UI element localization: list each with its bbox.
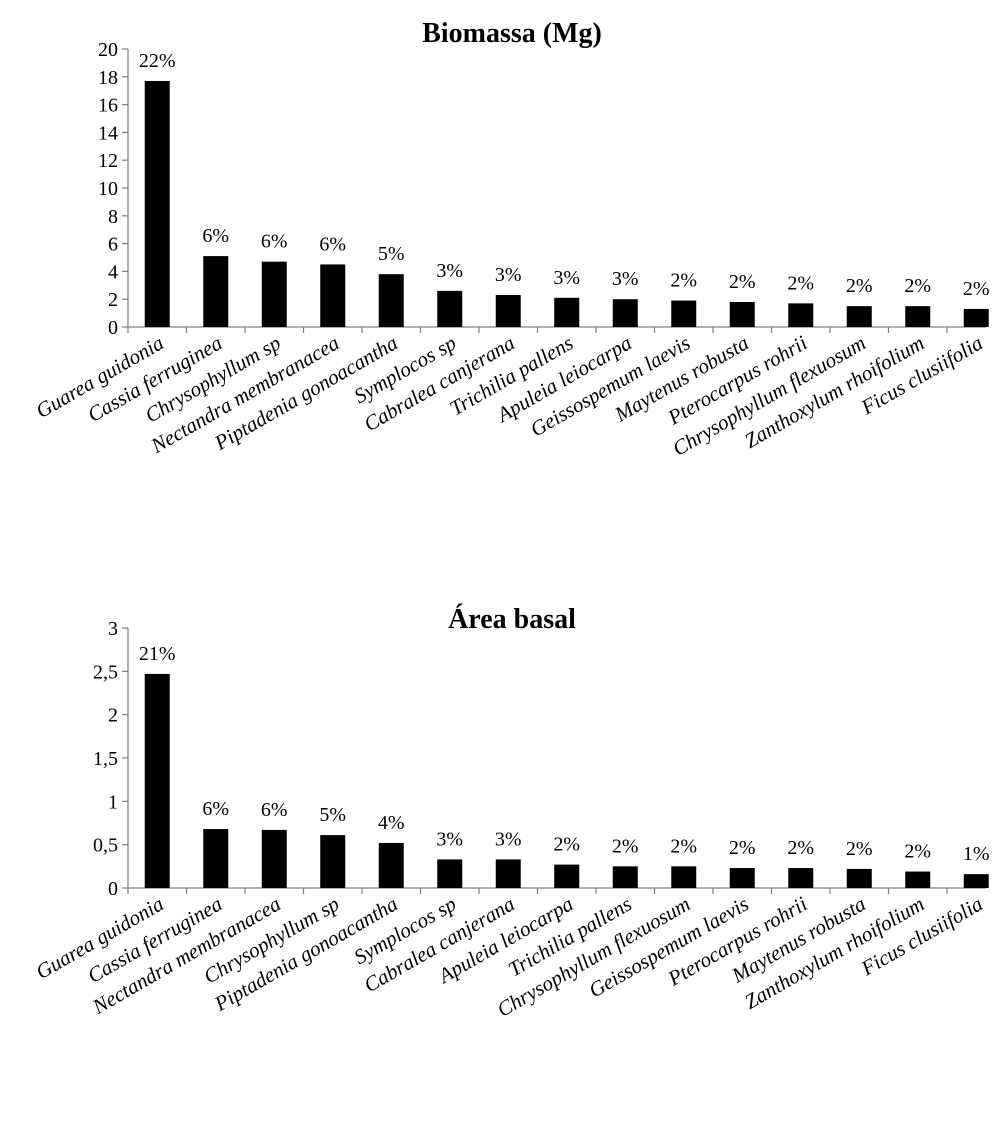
bar [145,674,170,888]
data-label: 3% [495,828,522,850]
bar [847,869,872,888]
y-tick-label: 4 [108,261,118,283]
bar [788,303,813,327]
y-tick-label: 1 [108,791,118,813]
y-tick-label: 20 [98,39,118,61]
data-label: 3% [436,828,463,850]
data-label: 2% [729,837,756,859]
data-label: 2% [963,278,990,300]
data-label: 2% [787,837,814,859]
bar [203,256,228,327]
bar [379,843,404,888]
data-label: 3% [495,264,522,286]
y-tick-label: 8 [108,206,118,228]
data-label: 21% [139,643,176,665]
bar [905,306,930,327]
data-label: 2% [846,275,873,297]
bar [613,299,638,327]
data-label: 2% [787,272,814,294]
bar [437,859,462,888]
bar [262,262,287,327]
bar [145,81,170,327]
data-label: 5% [319,804,346,826]
data-label: 6% [319,233,346,255]
y-tick-label: 14 [98,122,118,144]
bar [379,274,404,327]
y-tick-label: 1,5 [93,748,118,770]
chart-title: Área basal [448,604,576,635]
data-label: 6% [202,225,229,247]
y-tick-label: 0,5 [93,835,118,857]
bar [847,306,872,327]
bar [730,302,755,327]
bar [788,868,813,888]
bar [203,829,228,888]
data-label: 6% [202,798,229,820]
bar [554,865,579,888]
y-tick-label: 2 [108,289,118,311]
data-label: 6% [261,799,288,821]
data-label: 3% [612,268,639,290]
bar [320,835,345,888]
bar [496,295,521,327]
bar [320,264,345,327]
bar [496,859,521,888]
y-tick-label: 6 [108,234,118,256]
y-tick-label: 0 [108,878,118,900]
data-label: 4% [378,812,405,834]
data-label: 2% [553,834,580,856]
bar [671,301,696,327]
data-label: 3% [553,267,580,289]
bar [730,868,755,888]
y-tick-label: 2,5 [93,661,118,683]
data-label: 2% [846,838,873,860]
data-label: 3% [436,260,463,282]
bar [437,291,462,327]
bar [671,866,696,888]
data-label: 1% [963,843,990,865]
bar [905,872,930,888]
data-label: 2% [670,270,697,292]
y-tick-label: 18 [98,67,118,89]
bar [262,830,287,888]
y-tick-label: 0 [108,317,118,339]
data-label: 2% [729,271,756,293]
data-label: 6% [261,231,288,253]
data-label: 5% [378,243,405,265]
bar [964,309,989,327]
chart-title: Biomassa (Mg) [422,18,602,49]
bar [554,298,579,327]
y-tick-label: 3 [108,618,118,640]
y-tick-label: 2 [108,705,118,727]
data-label: 2% [670,835,697,857]
data-label: 2% [904,841,931,863]
y-tick-label: 10 [98,178,118,200]
data-label: 2% [904,275,931,297]
data-label: 22% [139,50,176,72]
y-tick-label: 12 [98,150,118,172]
bar [964,874,989,888]
data-label: 2% [612,835,639,857]
bar [613,866,638,888]
y-tick-label: 16 [98,95,118,117]
